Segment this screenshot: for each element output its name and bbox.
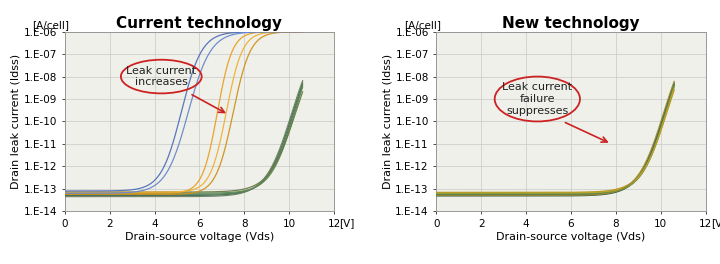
Text: [V]: [V] (339, 218, 355, 228)
Text: [A/cell]: [A/cell] (32, 20, 70, 30)
X-axis label: Drain-source voltage (Vds): Drain-source voltage (Vds) (125, 232, 274, 242)
Text: [A/cell]: [A/cell] (404, 20, 441, 30)
Text: [V]: [V] (711, 218, 720, 228)
X-axis label: Drain-source voltage (Vds): Drain-source voltage (Vds) (496, 232, 646, 242)
Y-axis label: Drain leak current (Idss): Drain leak current (Idss) (382, 54, 392, 189)
Y-axis label: Drain leak current (Idss): Drain leak current (Idss) (11, 54, 21, 189)
Text: Leak current
failure
suppresses: Leak current failure suppresses (503, 82, 572, 116)
Text: Leak current
increases: Leak current increases (126, 66, 197, 87)
Title: New technology: New technology (502, 16, 640, 31)
Title: Current technology: Current technology (117, 16, 282, 31)
